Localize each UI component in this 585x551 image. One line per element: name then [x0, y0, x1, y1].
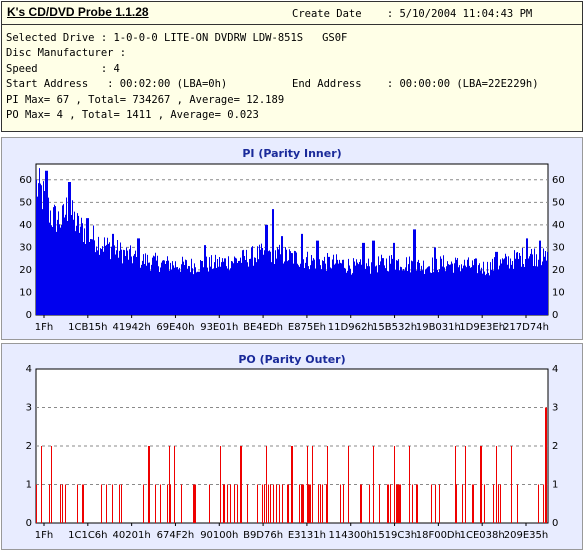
- speed: Speed : 4: [6, 63, 120, 75]
- pi-x-tick-label: E875Eh: [288, 322, 326, 333]
- pi-y-tick-label: 30: [19, 242, 32, 253]
- create-date: Create Date : 5/10/2004 11:04:43 PM: [292, 8, 533, 20]
- pi-x-tick-label: 1CB15h: [68, 322, 107, 333]
- info-panel: K's CD/DVD Probe 1.1.28 Create Date : 5/…: [1, 1, 583, 132]
- po-x-tick-label: 1C1C6h: [68, 530, 107, 541]
- po-x-tick-label: 1Fh: [35, 530, 53, 541]
- po-chart-title: PO (Parity Outer): [238, 353, 345, 366]
- pi-y-tick-label-right: 50: [552, 197, 565, 208]
- pi-x-tick-label: 1Fh: [35, 322, 53, 333]
- pi-x-tick-label: 15B532h: [372, 322, 417, 333]
- pi-x-tick-label: 11D962h: [328, 322, 374, 333]
- pi-x-tick-label: 19B031h: [416, 322, 461, 333]
- po-y-tick-label-right: 0: [552, 518, 558, 529]
- po-x-tick-label: 674F2h: [157, 530, 195, 541]
- pi-summary: PI Max= 67 , Total= 734267 , Average= 12…: [6, 94, 285, 106]
- po-x-tick-label: 40201h: [113, 530, 151, 541]
- po-y-tick-label: 2: [26, 441, 32, 452]
- disc-manufacturer: Disc Manufacturer :: [6, 47, 127, 59]
- pi-y-tick-label-right: 20: [552, 265, 565, 276]
- pi-x-tick-label: 217D74h: [503, 322, 549, 333]
- po-x-tick-label: E3131h: [288, 530, 326, 541]
- po-y-tick-label-right: 1: [552, 480, 558, 491]
- po-chart-panel: PO (Parity Outer) 0 1 2 3 4 0 1 2 3 4 1Fh 1C1C6h 4…: [1, 343, 583, 550]
- po-y-tick-label: 3: [26, 403, 32, 414]
- po-x-tick-label: 1CE038h: [460, 530, 505, 541]
- po-y-tick-label-right: 2: [552, 441, 558, 452]
- po-y-tick-label-right: 3: [552, 403, 558, 414]
- pi-y-tick-label-right: 40: [552, 220, 565, 231]
- po-y-tick-label: 4: [26, 364, 32, 375]
- pi-y-tick-label: 20: [19, 265, 32, 276]
- pi-y-tick-label: 40: [19, 220, 32, 231]
- pi-x-tick-label: 93E01h: [200, 322, 238, 333]
- pi-y-tick-label: 0: [26, 310, 32, 321]
- app-title: K's CD/DVD Probe 1.1.28: [7, 5, 149, 19]
- pi-y-tick-label: 60: [19, 175, 32, 186]
- pi-y-tick-label-right: 30: [552, 242, 565, 253]
- po-x-tick-label: 114300h: [328, 530, 373, 541]
- pi-x-tick-label: 1D9E3Eh: [459, 322, 505, 333]
- info-divider: [2, 24, 582, 25]
- pi-y-tick-label: 50: [19, 197, 32, 208]
- po-y-tick-label: 0: [26, 518, 32, 529]
- pi-x-tick-label: BE4EDh: [243, 322, 283, 333]
- po-summary: PO Max= 4 , Total= 1411 , Average= 0.023: [6, 109, 259, 121]
- po-y-tick-label-right: 4: [552, 364, 558, 375]
- pi-x-tick-label: 41942h: [113, 322, 151, 333]
- po-x-tick-label: B9D76h: [243, 530, 283, 541]
- pi-y-tick-label-right: 0: [552, 310, 558, 321]
- end-address: End Address : 00:00:00 (LBA=22E229h): [292, 78, 539, 90]
- pi-y-tick-label-right: 10: [552, 287, 565, 298]
- po-x-tick-label: 18F00Dh: [416, 530, 461, 541]
- pi-y-tick-label-right: 60: [552, 175, 565, 186]
- po-x-tick-label: 1519C3h: [372, 530, 417, 541]
- pi-x-tick-label: 69E40h: [156, 322, 194, 333]
- selected-drive: Selected Drive : 1-0-0-0 LITE-ON DVDRW L…: [6, 32, 348, 44]
- po-x-tick-label: 90100h: [200, 530, 238, 541]
- po-y-tick-label: 1: [26, 480, 32, 491]
- po-x-tick-label: 209E35h: [504, 530, 548, 541]
- pi-chart-title: PI (Parity Inner): [242, 147, 341, 160]
- start-address: Start Address : 00:02:00 (LBA=0h): [6, 78, 228, 90]
- pi-y-tick-label: 10: [19, 287, 32, 298]
- pi-chart-panel: PI (Parity Inner) 0 10 20 30 40 50 60 0 10 20 30 4…: [1, 137, 583, 340]
- po-chart: PO (Parity Outer) 0 1 2 3 4 0 1 2 3 4 1Fh 1C1C6h 4…: [26, 353, 559, 541]
- pi-chart: PI (Parity Inner) 0 10 20 30 40 50 60 0 10 20 30 4…: [19, 147, 565, 333]
